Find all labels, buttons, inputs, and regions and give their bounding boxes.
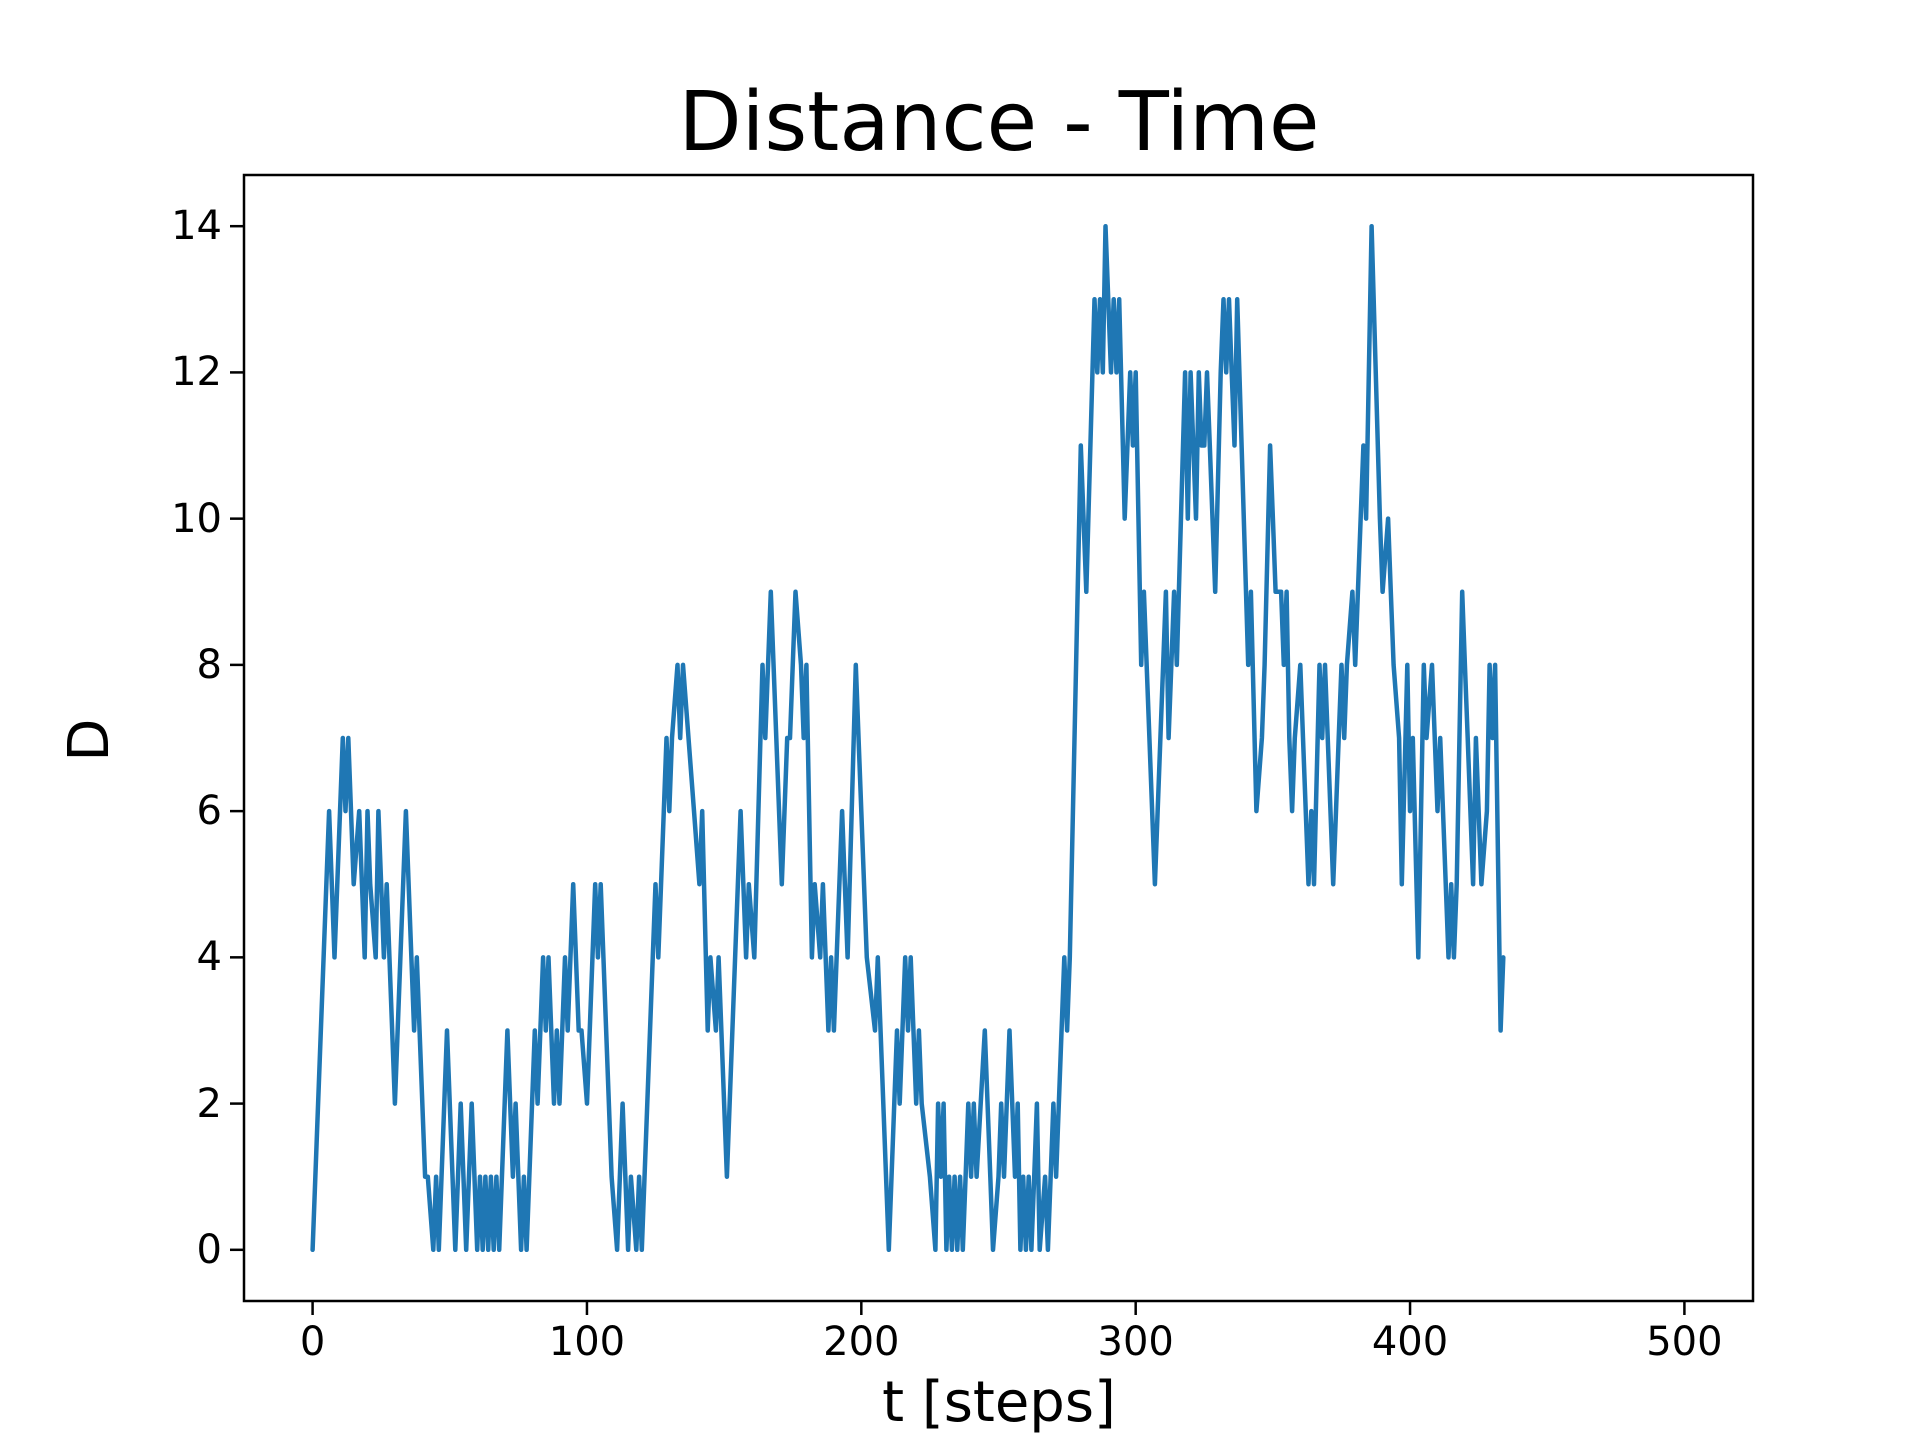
axis-ticks: [230, 224, 1686, 1315]
x-axis-label: t [steps]: [882, 1370, 1116, 1435]
y-tick-label: 6: [196, 788, 222, 835]
x-tick-label: 0: [299, 1319, 326, 1365]
chart-title: Distance - Time: [678, 75, 1320, 170]
y-tick-label: 4: [196, 934, 222, 981]
y-tick-label: 2: [196, 1080, 222, 1127]
y-tick-label: 8: [196, 641, 222, 688]
y-tick-label: 14: [171, 203, 222, 250]
x-tick-label: 400: [1371, 1319, 1449, 1365]
y-tick-label: 10: [171, 495, 222, 542]
x-tick-label: 500: [1646, 1319, 1723, 1365]
y-tick-label: 0: [196, 1226, 222, 1273]
x-tick-label: 100: [548, 1319, 626, 1365]
axes-frame: [242, 173, 1755, 1303]
x-tick-label: 200: [823, 1319, 900, 1365]
data-line: [310, 223, 1506, 1253]
series-line: [310, 223, 1506, 1253]
y-tick-label: 12: [171, 349, 222, 396]
x-tick-label: 300: [1097, 1319, 1174, 1365]
y-axis-label: D: [57, 718, 122, 762]
